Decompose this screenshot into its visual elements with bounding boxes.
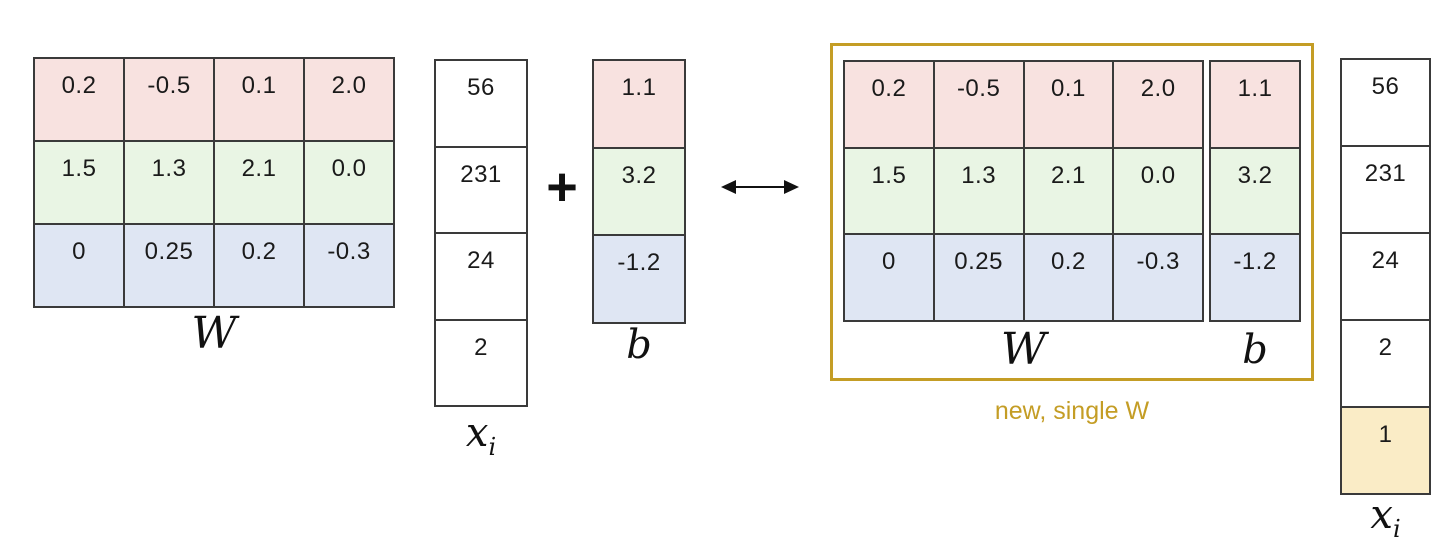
- matrix-cell: -0.3: [305, 225, 393, 306]
- matrix-cell: 1.5: [845, 148, 933, 234]
- matrix-cell: 0: [35, 225, 123, 306]
- matrix-cell: -0.3: [1114, 235, 1202, 320]
- vector-cell: 2: [1342, 321, 1429, 406]
- vector-cell: 1.1: [1211, 62, 1299, 147]
- equivalence-arrow-icon: [721, 176, 799, 203]
- matrix-cell: 0.25: [125, 225, 213, 306]
- matrix-cell: 1.3: [934, 148, 1023, 234]
- combined-matrix-box: [830, 43, 1314, 381]
- matrix-cell: 2.0: [305, 59, 393, 140]
- bias-vector: 1.1 3.2 -1.2: [592, 59, 686, 324]
- vector-cell: 1.1: [594, 61, 684, 147]
- weight-matrix-right-label: W: [1000, 324, 1047, 375]
- matrix-cell: 2.0: [1114, 62, 1202, 147]
- bias-column-label: b: [1242, 327, 1268, 373]
- weight-matrix-right: 0.2 -0.5 0.1 2.0 1.5 1.3 2.1 0.0 0 0.25 …: [843, 60, 1204, 322]
- input-vector-right: 56 231 24 2 1: [1340, 58, 1431, 495]
- bias-column-appended: 1.1 3.2 -1.2: [1209, 60, 1301, 322]
- vector-cell: 3.2: [1211, 148, 1299, 234]
- vector-cell: 24: [1342, 234, 1429, 319]
- weight-matrix-left: 0.2 -0.5 0.1 2.0 1.5 1.3 2.1 0.0 0 0.25 …: [33, 57, 395, 308]
- matrix-cell: 0.1: [1024, 62, 1113, 147]
- vector-cell: -1.2: [594, 236, 684, 322]
- matrix-cell: 0.25: [934, 235, 1023, 320]
- vector-cell: 231: [1342, 147, 1429, 232]
- plus-operator: +: [546, 157, 578, 217]
- matrix-cell: -0.5: [934, 62, 1023, 147]
- matrix-cell: 2.1: [1024, 148, 1113, 234]
- matrix-cell: 0.0: [1114, 148, 1202, 234]
- matrix-cell: 0.0: [305, 142, 393, 223]
- vector-cell: -1.2: [1211, 235, 1299, 320]
- input-vector-right-label: xi: [1370, 492, 1401, 543]
- weight-matrix-left-label: W: [191, 308, 237, 359]
- matrix-cell: 0.2: [1024, 235, 1113, 320]
- matrix-cell: 1.3: [125, 142, 213, 223]
- matrix-cell: 0.2: [215, 225, 303, 306]
- vector-cell: 2: [436, 320, 526, 405]
- matrix-cell: 0.2: [35, 59, 123, 140]
- input-vector-left: 56 231 24 2: [434, 59, 528, 407]
- matrix-cell: 0.1: [215, 59, 303, 140]
- matrix-cell: 0: [845, 235, 933, 320]
- vector-cell-highlighted: 1: [1342, 408, 1429, 493]
- input-vector-left-label: xi: [465, 410, 497, 461]
- vector-cell: 231: [436, 147, 526, 232]
- new-single-w-caption: new, single W: [994, 397, 1150, 425]
- matrix-cell: -0.5: [125, 59, 213, 140]
- vector-cell: 24: [436, 234, 526, 319]
- vector-cell: 56: [1342, 60, 1429, 145]
- matrix-cell: 2.1: [215, 142, 303, 223]
- vector-cell: 56: [436, 61, 526, 146]
- bias-vector-label: b: [626, 322, 652, 368]
- matrix-cell: 1.5: [35, 142, 123, 223]
- matrix-cell: 0.2: [845, 62, 933, 147]
- vector-cell: 3.2: [594, 148, 684, 235]
